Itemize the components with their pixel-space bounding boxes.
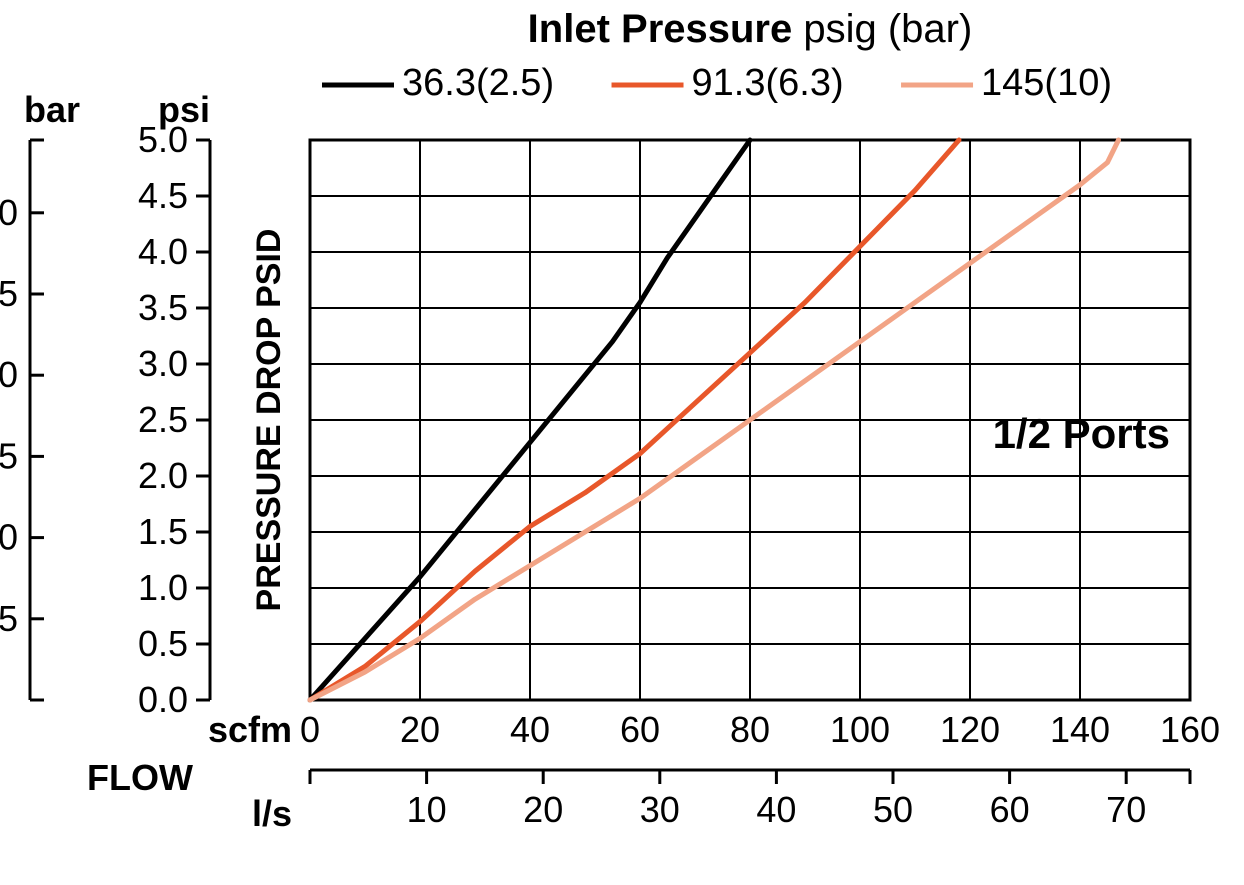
scfm-tick-label: 40 (510, 709, 550, 750)
scfm-tick-label: 60 (620, 709, 660, 750)
psi-tick-label: 1.0 (138, 567, 188, 608)
psi-tick-label: 3.5 (138, 287, 188, 328)
psi-tick-label: 2.0 (138, 455, 188, 496)
bar-tick-label: 0.15 (0, 435, 18, 476)
legend-label: 36.3(2.5) (402, 62, 554, 104)
bar-heading: bar (24, 89, 80, 130)
bar-tick-label: 0.30 (0, 192, 18, 233)
psi-tick-label: 3.0 (138, 343, 188, 384)
scfm-tick-label: 160 (1160, 709, 1220, 750)
bar-tick-label: 0.10 (0, 517, 18, 558)
scfm-tick-label: 0 (300, 709, 320, 750)
pressure-drop-chart: Inlet Pressure psig (bar) 36.3(2.5) 91.3(6… (0, 0, 1244, 885)
ls-tick-label: 30 (640, 789, 680, 830)
y-axis-label: PRESSURE DROP PSID (250, 229, 288, 612)
bar-tick-label: 0.05 (0, 598, 18, 639)
flow-heading: FLOW (87, 757, 193, 798)
bar-tick-label: 0.25 (0, 273, 18, 314)
psi-tick-label: 0.5 (138, 623, 188, 664)
psi-tick-label: 4.0 (138, 231, 188, 272)
scfm-tick-label: 120 (940, 709, 1000, 750)
psi-tick-label: 1.5 (138, 511, 188, 552)
scfm-heading: scfm (208, 709, 292, 750)
psi-tick-label: 5.0 (138, 119, 188, 160)
annotation-ports: 1/2 Ports (993, 410, 1170, 457)
ls-tick-label: 40 (756, 789, 796, 830)
ls-tick-label: 60 (990, 789, 1030, 830)
ls-tick-label: 70 (1106, 789, 1146, 830)
scfm-tick-label: 100 (830, 709, 890, 750)
ls-tick-label: 10 (407, 789, 447, 830)
legend-label: 145(10) (981, 62, 1112, 104)
psi-tick-label: 2.5 (138, 399, 188, 440)
scfm-tick-label: 80 (730, 709, 770, 750)
chart-title: Inlet Pressure psig (bar) (528, 7, 973, 51)
bar-tick-label: 0.20 (0, 354, 18, 395)
psi-tick-label: 4.5 (138, 175, 188, 216)
scfm-tick-label: 140 (1050, 709, 1110, 750)
psi-tick-label: 0.0 (138, 679, 188, 720)
ls-tick-label: 20 (523, 789, 563, 830)
scfm-tick-label: 20 (400, 709, 440, 750)
legend-label: 91.3(6.3) (692, 62, 844, 104)
ls-heading: l/s (252, 793, 292, 834)
ls-tick-label: 50 (873, 789, 913, 830)
